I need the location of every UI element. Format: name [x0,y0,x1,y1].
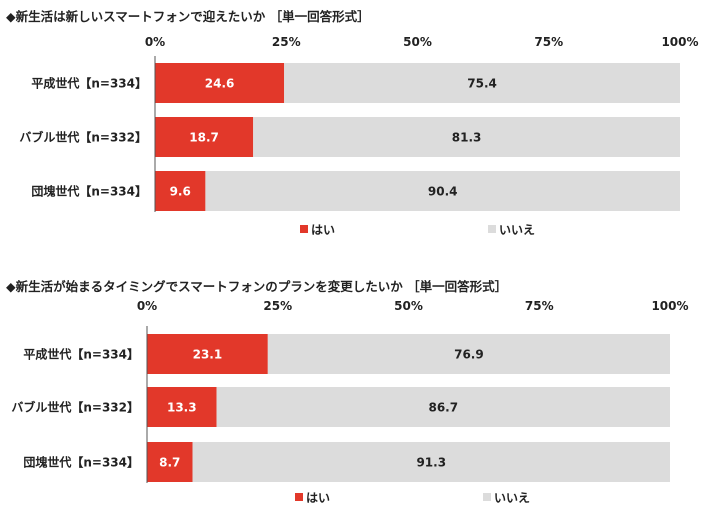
bar-segment [284,63,680,103]
x-tick-label: 25% [263,299,292,313]
x-tick-label: 0% [137,299,157,313]
category-label: 団塊世代【n=334】 [31,184,147,199]
legend-swatch [483,493,491,501]
category-label: 団塊世代【n=334】 [23,455,139,470]
bar-value-label: 86.7 [428,401,458,415]
x-tick-label: 25% [272,35,301,49]
category-label: 平成世代【n=334】 [31,76,147,91]
bar-value-label: 9.6 [170,185,191,199]
legend-swatch [295,493,303,501]
x-tick-label: 75% [525,299,554,313]
chart-2: 0% 25% 50% 75% 100% 23.1 76.9 平成世代【n=334】 13.3 86… [11,299,688,505]
bar-segment [267,334,670,374]
x-tick-label: 0% [145,35,165,49]
chart-2-title: ◆新生活が始まるタイミングでスマートフォンのプランを変更したいか ［単一回答形式… [6,279,508,294]
bar-segment [147,442,193,482]
x-tick-label: 100% [661,35,698,49]
x-tick-label: 50% [403,35,432,49]
bar-segment [147,334,268,374]
bar-value-label: 81.3 [452,131,482,145]
bar-segment [216,387,670,427]
bar-segment [155,63,285,103]
legend-label: いいえ [494,491,530,505]
bar-value-label: 8.7 [159,456,180,470]
bar-value-label: 23.1 [193,348,223,362]
bar-segment [147,387,217,427]
bar-value-label: 13.3 [167,401,197,415]
category-label: バブル世代【n=332】 [19,130,147,145]
bar-value-label: 24.6 [205,77,235,91]
bar-value-label: 75.4 [467,77,497,91]
category-label: バブル世代【n=332】 [11,400,139,415]
legend-swatch [488,225,496,233]
bar-segment [205,171,680,211]
legend-swatch [300,225,308,233]
bar-value-label: 91.3 [416,456,446,470]
bar-value-label: 18.7 [189,131,219,145]
x-tick-label: 100% [651,299,688,313]
x-tick-label: 50% [394,299,423,313]
category-label: 平成世代【n=334】 [23,347,139,362]
bar-segment [155,117,254,157]
legend-label: はい [306,491,330,505]
x-tick-label: 75% [534,35,563,49]
legend-label: はい [311,223,335,237]
legend-label: いいえ [499,223,535,237]
bar-value-label: 76.9 [454,348,484,362]
chart-1-title: ◆新生活は新しいスマートフォンで迎えたいか ［単一回答形式］ [6,9,370,24]
chart-1: 0% 25% 50% 75% 100% 24.6 75.4 平成世代【n=334】 18.7 81… [19,35,698,237]
bar-segment [192,442,670,482]
bar-value-label: 90.4 [428,185,458,199]
bar-segment [253,117,681,157]
bar-segment [155,171,206,211]
